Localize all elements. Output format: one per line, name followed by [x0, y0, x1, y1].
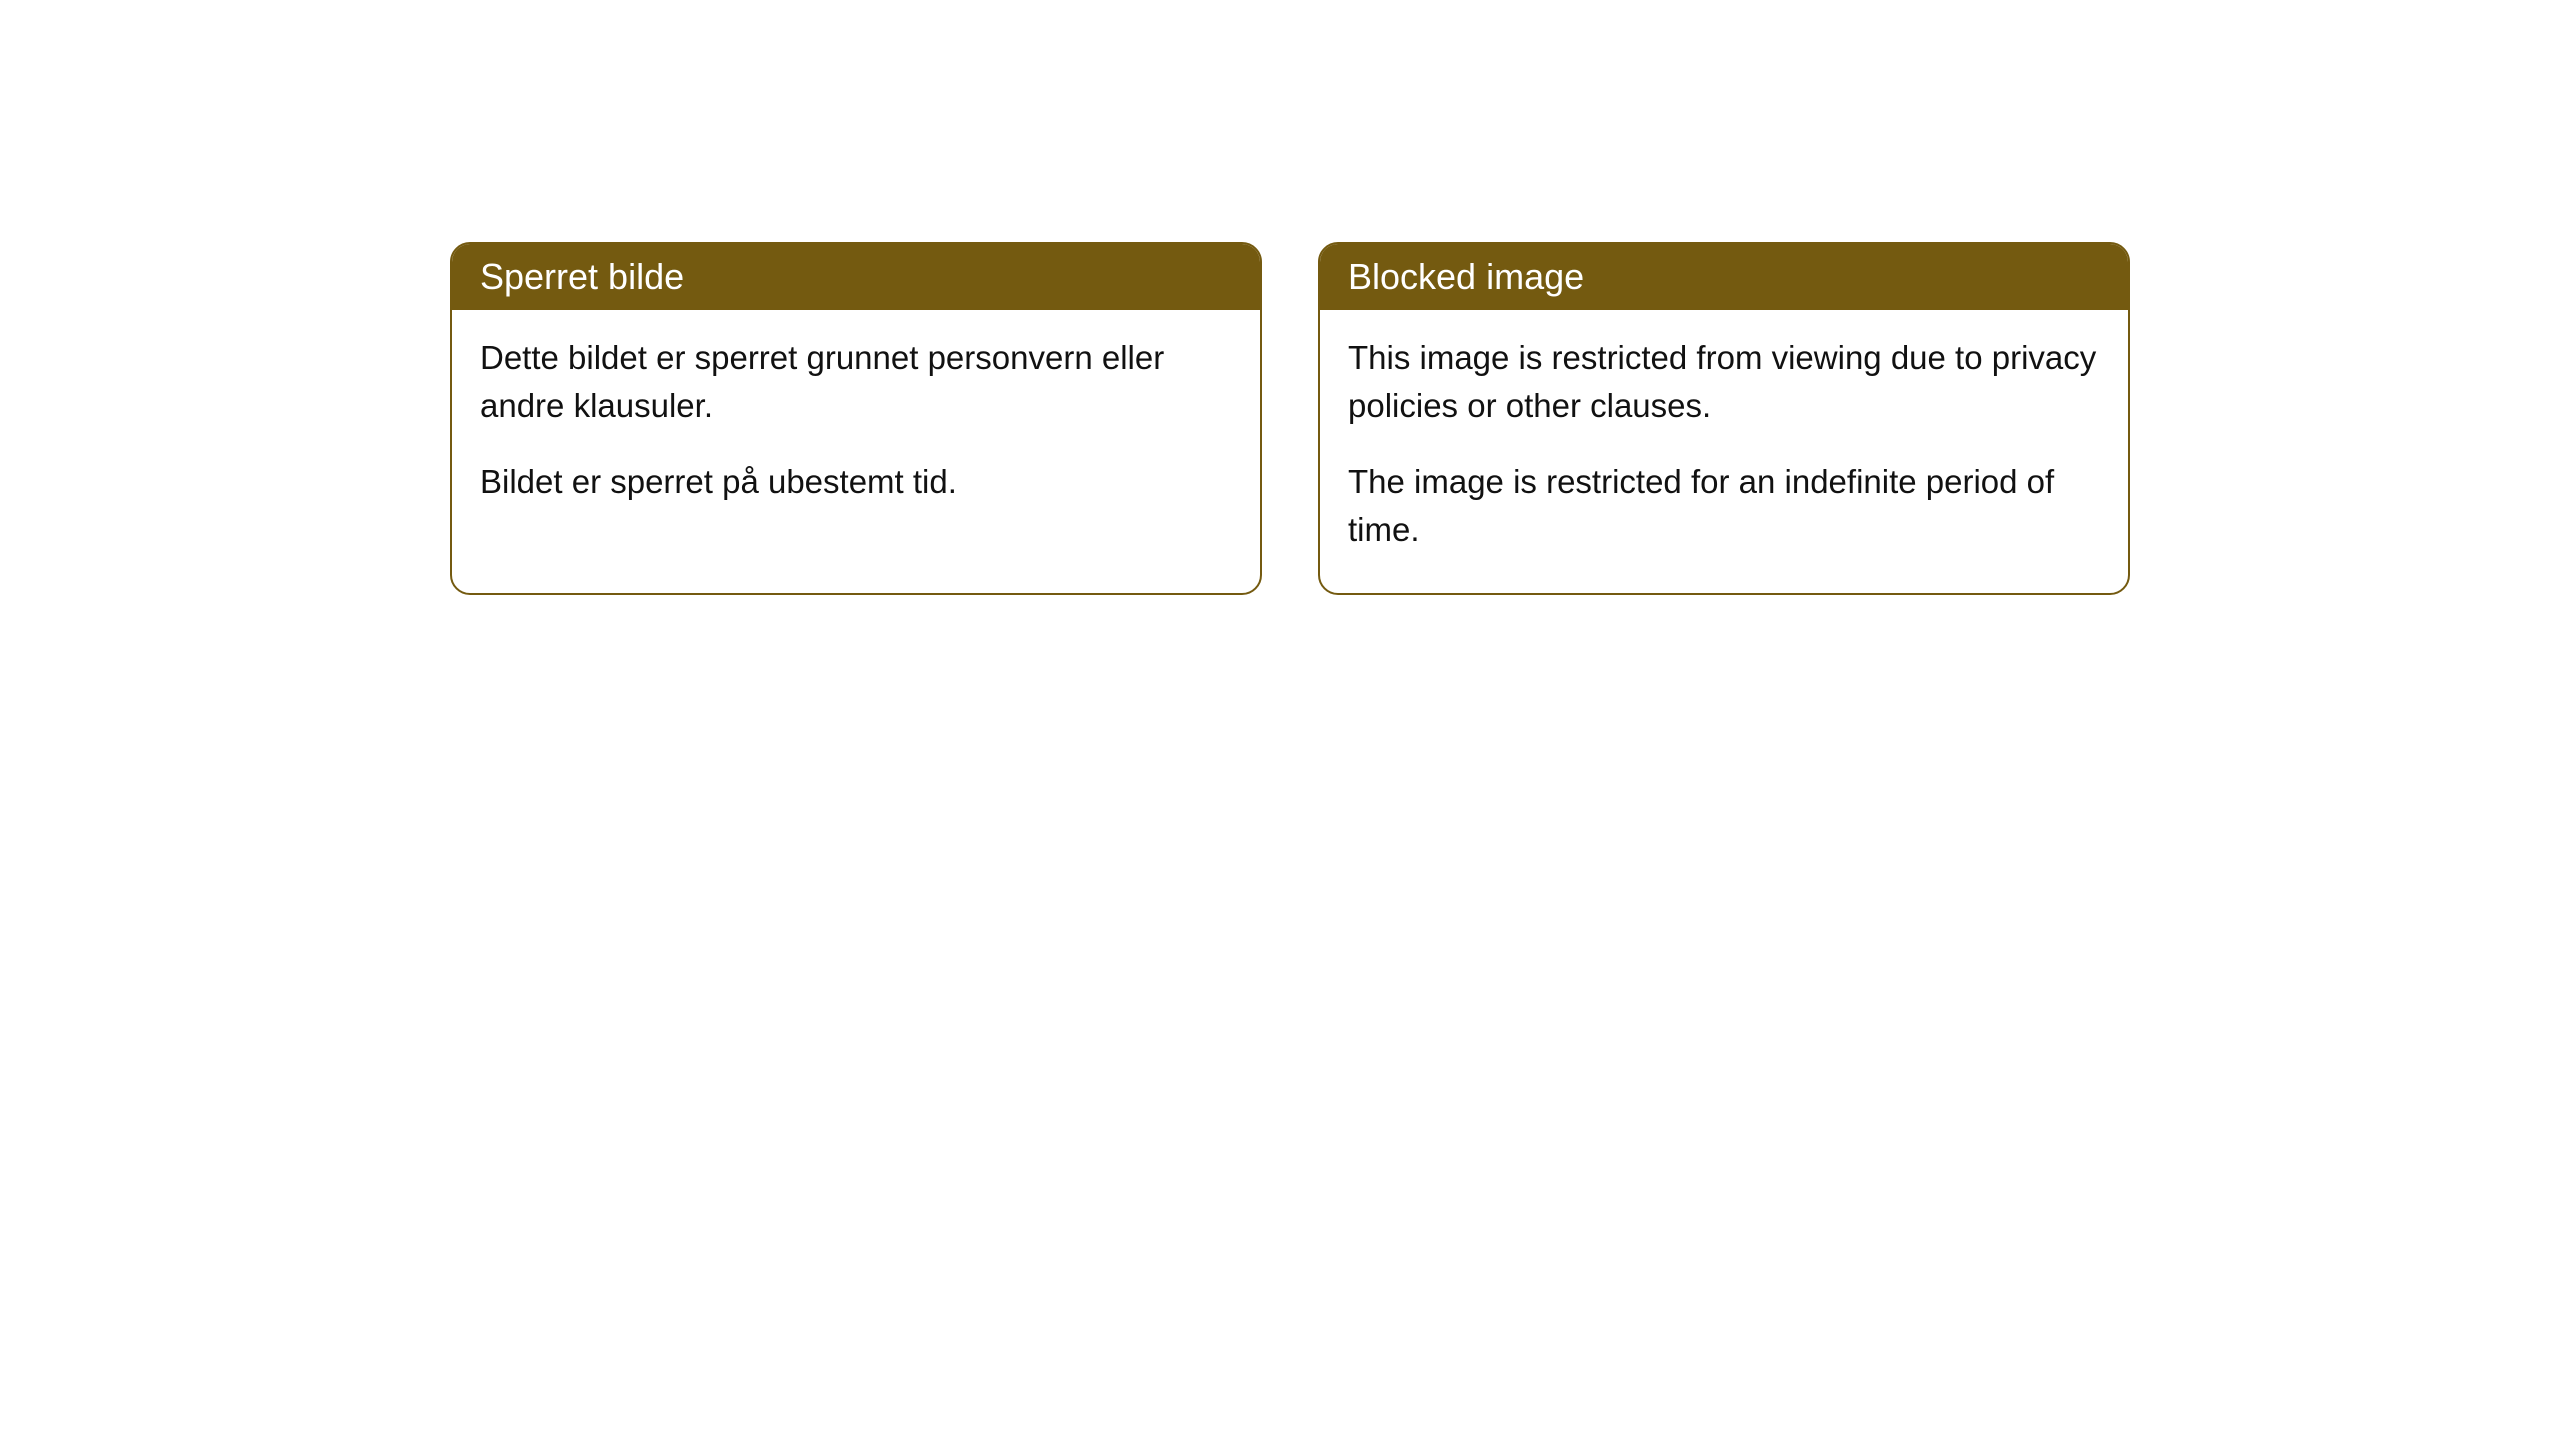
notice-cards-container: Sperret bilde Dette bildet er sperret gr… [450, 242, 2130, 595]
blocked-image-card-english: Blocked image This image is restricted f… [1318, 242, 2130, 595]
card-body: This image is restricted from viewing du… [1320, 310, 2128, 593]
card-paragraph: The image is restricted for an indefinit… [1348, 458, 2100, 554]
card-paragraph: Bildet er sperret på ubestemt tid. [480, 458, 1232, 506]
card-header: Blocked image [1320, 244, 2128, 310]
card-body: Dette bildet er sperret grunnet personve… [452, 310, 1260, 546]
card-paragraph: This image is restricted from viewing du… [1348, 334, 2100, 430]
blocked-image-card-norwegian: Sperret bilde Dette bildet er sperret gr… [450, 242, 1262, 595]
card-header: Sperret bilde [452, 244, 1260, 310]
card-title: Blocked image [1348, 256, 1584, 297]
card-title: Sperret bilde [480, 256, 684, 297]
card-paragraph: Dette bildet er sperret grunnet personve… [480, 334, 1232, 430]
